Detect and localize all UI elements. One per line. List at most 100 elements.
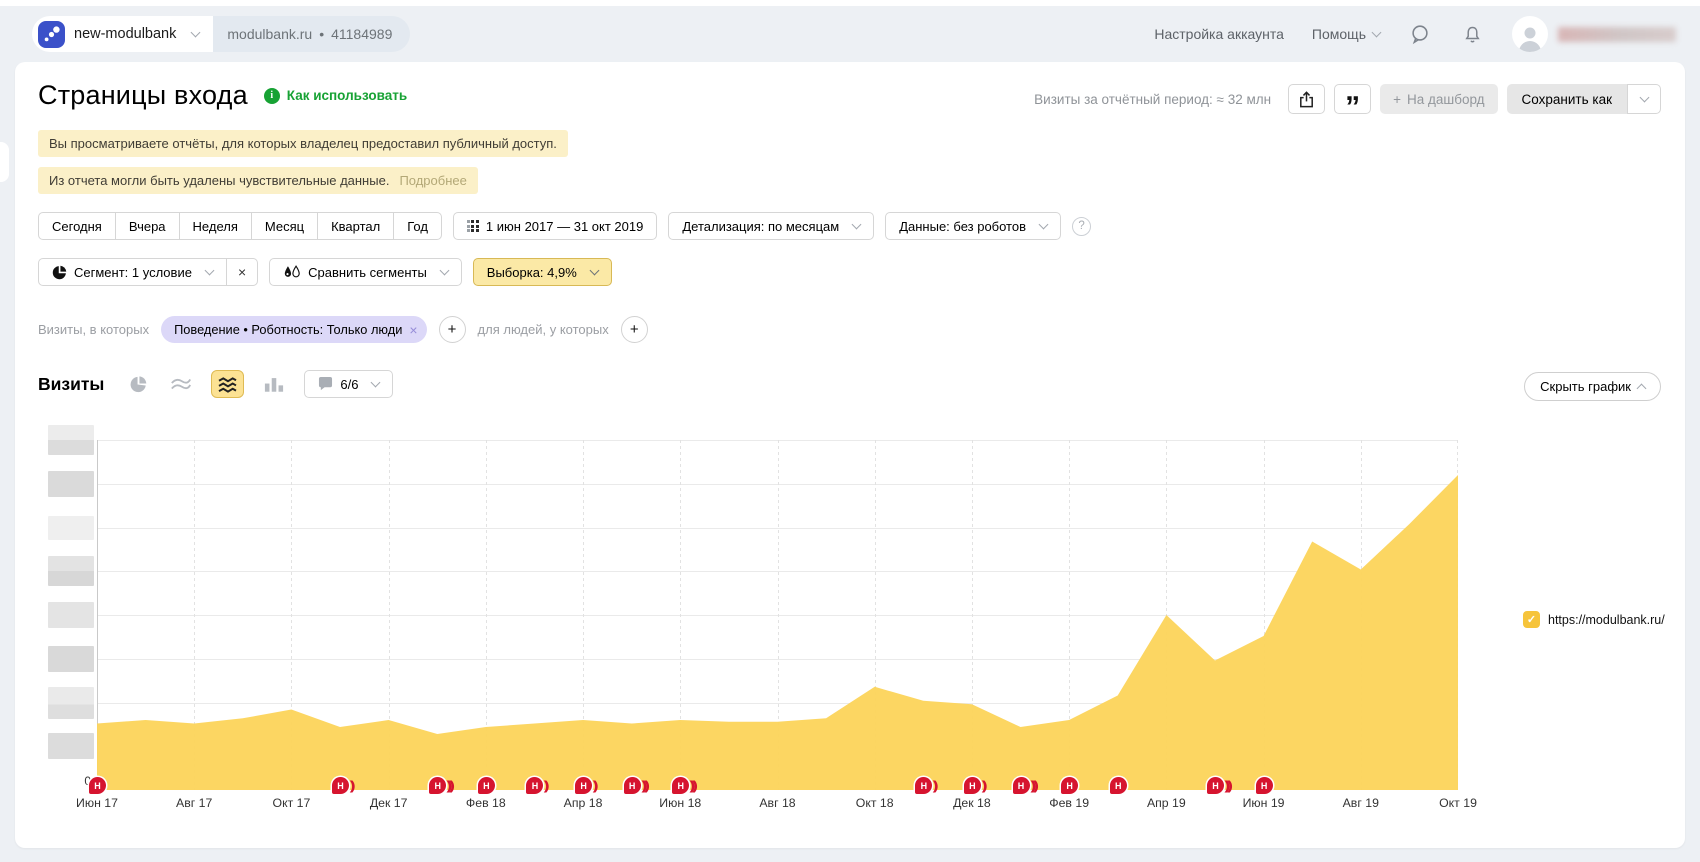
counter-id: 41184989 (331, 26, 393, 42)
x-axis-tick-label: Июн 19 (1242, 796, 1285, 810)
x-axis-tick-label: Дек 17 (369, 796, 408, 810)
y-axis-redacted-label (48, 733, 94, 760)
visits-area-series[interactable] (97, 475, 1458, 790)
y-axis-redacted-label (48, 470, 94, 497)
annotation-marker[interactable]: Н) (332, 777, 355, 794)
annotation-marker-icon: Н (89, 777, 106, 794)
chip-close-icon[interactable]: × (409, 321, 418, 338)
period-preset-button[interactable]: Вчера (114, 212, 180, 240)
pie-icon (52, 265, 67, 279)
annotation-marker[interactable]: Н)) (1206, 777, 1233, 794)
period-preset-button[interactable]: Год (393, 212, 442, 240)
redacted-username (1558, 26, 1676, 42)
annotation-marker[interactable]: Н) (915, 777, 938, 794)
widgets-button[interactable]: „ (1334, 74, 1372, 114)
avatar[interactable] (1512, 16, 1548, 52)
save-as-button[interactable]: Сохранить как (1506, 84, 1627, 114)
calendar-grid-icon (466, 220, 479, 232)
plus-icon: + (1393, 91, 1401, 107)
add-people-filter-button[interactable]: + (620, 316, 648, 343)
account-settings-link[interactable]: Настройка аккаунта (1154, 26, 1284, 42)
chevron-down-icon (1371, 27, 1382, 37)
period-preset-button[interactable]: Сегодня (38, 212, 116, 240)
quotes-icon: „ (1345, 74, 1361, 107)
chart-type-pie-button[interactable] (125, 372, 151, 396)
counter-switcher[interactable]: new-modulbank (32, 16, 214, 52)
sampling-button[interactable]: Выборка: 4,9% (472, 258, 612, 286)
annotation-marker[interactable]: Н) (526, 777, 550, 794)
export-button[interactable] (1288, 84, 1326, 114)
chevron-down-icon (1038, 219, 1049, 229)
legend-label: https://modulbank.ru/ (1548, 612, 1665, 627)
segment-select[interactable]: Сегмент: 1 условие (38, 258, 227, 286)
annotation-stack-arcs: ) (592, 778, 598, 793)
annotation-marker-icon: Н (1061, 777, 1079, 794)
help-menu[interactable]: Помощь (1312, 26, 1382, 42)
how-to-use-link[interactable]: Как использовать (286, 88, 408, 103)
info-icon: i (263, 87, 280, 104)
add-to-dashboard-button[interactable]: + На дашборд (1380, 84, 1498, 114)
segment-clear-button[interactable]: × (225, 258, 259, 286)
public-access-notice: Вы просматриваете отчёты, для которых вл… (38, 130, 568, 157)
save-as-chevron-button[interactable] (1627, 84, 1661, 114)
x-axis-tick-label: Дек 18 (953, 796, 991, 810)
annotation-marker[interactable]: Н (89, 777, 106, 794)
hide-chart-button[interactable]: Скрыть график (1524, 372, 1661, 401)
period-presets: Сегодня Вчера Неделя Месяц Квартал Год (38, 212, 442, 240)
compare-segments-button[interactable]: Сравнить сегменты (269, 258, 462, 286)
annotation-marker[interactable]: Н)) (623, 777, 649, 794)
annotation-marker-icon: Н (1109, 777, 1127, 794)
save-as-split-button: Сохранить как (1506, 84, 1661, 114)
counter-info[interactable]: modulbank.ru • 41184989 (213, 16, 411, 52)
period-preset-button[interactable]: Квартал (317, 212, 395, 240)
close-icon: × (237, 264, 247, 280)
annotation-marker[interactable]: Н)) (1012, 777, 1038, 794)
x-axis-tick-label: Апр 19 (1146, 796, 1186, 810)
chevron-down-icon (589, 265, 600, 275)
annotation-marker[interactable]: Н)) (429, 777, 455, 794)
chart-type-bar-button[interactable] (261, 372, 287, 396)
visits-filter-label: Визиты, в которых (38, 322, 150, 337)
legend-checkbox[interactable]: ✓ (1523, 611, 1540, 628)
annotation-stack-arcs: )) (1224, 778, 1232, 793)
annotations-button[interactable]: 6/6 (304, 370, 394, 398)
add-visit-filter-button[interactable]: + (438, 316, 466, 343)
help-question-icon[interactable]: ? (1072, 216, 1092, 236)
visits-area-chart[interactable] (97, 440, 1458, 790)
filter-chip[interactable]: Поведение • Роботность: Только люди × (161, 316, 427, 343)
annotation-marker-icon: Н (526, 777, 544, 794)
chevron-down-icon (204, 265, 215, 275)
annotation-marker[interactable]: Н (1255, 777, 1273, 794)
metrica-logo-icon (38, 20, 65, 48)
annotation-marker[interactable]: Н (1109, 777, 1127, 794)
chat-icon[interactable] (1408, 22, 1432, 46)
annotation-marker-icon: Н (1012, 777, 1030, 794)
period-preset-button[interactable]: Месяц (250, 212, 319, 240)
annotation-marker[interactable]: Н (1061, 777, 1079, 794)
y-axis-redacted-label (48, 686, 94, 719)
period-preset-button[interactable]: Неделя (178, 212, 252, 240)
detailing-select[interactable]: Детализация: по месяцам (668, 212, 875, 240)
report-card: Страницы входа i Как использовать Визиты… (15, 62, 1685, 848)
annotation-marker[interactable]: Н)) (672, 777, 698, 794)
annotation-marker[interactable]: Н) (963, 777, 987, 794)
annotation-marker-icon: Н (429, 777, 447, 794)
annotation-stack-arcs: )) (689, 778, 698, 793)
annotation-stack-arcs: ) (981, 778, 987, 793)
x-axis-tick-label: Окт 19 (1439, 796, 1477, 810)
x-axis-tick-label: Июн 18 (659, 796, 702, 810)
chart-type-area-button[interactable] (211, 370, 245, 398)
topbar: new-modulbank modulbank.ru • 41184989 На… (0, 6, 1700, 62)
chevron-down-icon (851, 219, 862, 229)
annotation-marker[interactable]: Н (477, 777, 495, 794)
x-axis-tick-label: Апр 18 (563, 796, 603, 810)
annotation-marker[interactable]: Н) (575, 777, 598, 794)
data-mode-select[interactable]: Данные: без роботов (885, 212, 1062, 240)
collapsed-panel-handle[interactable] (0, 142, 9, 182)
annotation-stack-arcs: ) (933, 778, 938, 793)
date-range-button[interactable]: 1 июн 2017 — 31 окт 2019 (452, 212, 658, 240)
notifications-bell-icon[interactable] (1460, 22, 1484, 46)
details-link[interactable]: Подробнее (399, 173, 467, 188)
annotation-stack-arcs: ) (544, 778, 549, 793)
chart-type-line-button[interactable] (168, 372, 194, 396)
